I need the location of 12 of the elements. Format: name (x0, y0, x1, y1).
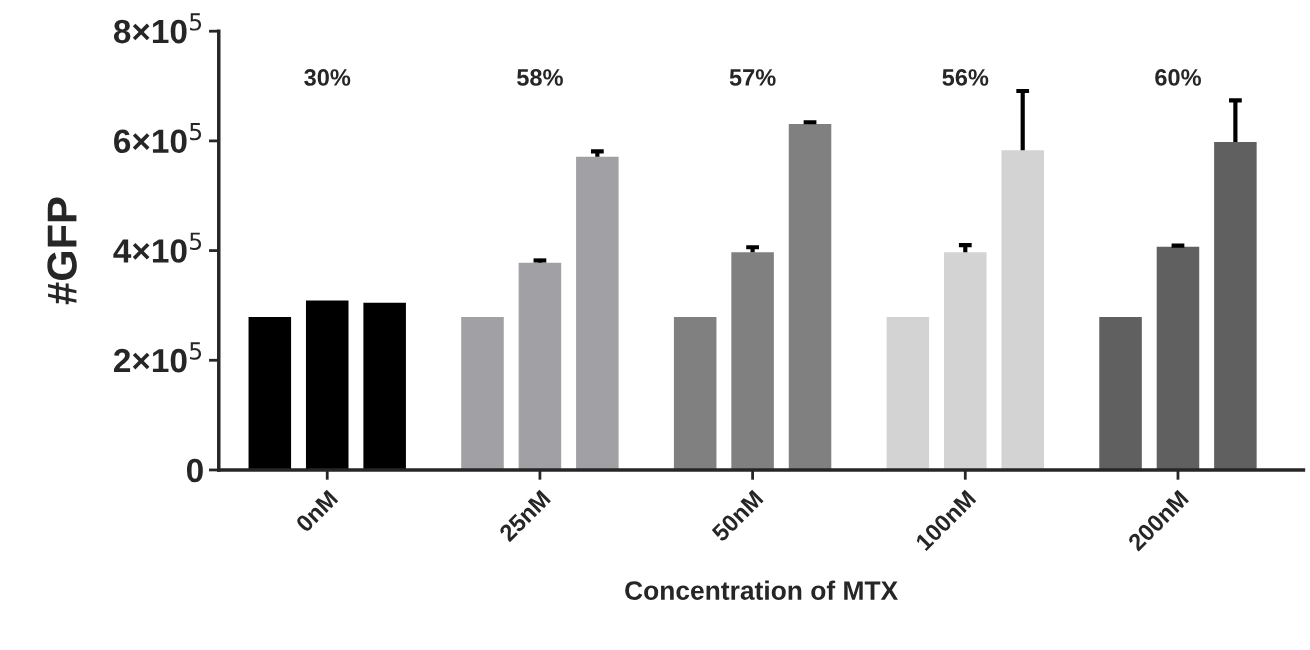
y-tick-label: 0 (186, 458, 203, 483)
y-tick-label: 4×10$^{5}$ (113, 232, 202, 263)
annotation: 57% (729, 69, 776, 86)
y-tick-label: 6×10$^{5}$ (114, 122, 202, 154)
annotation: 60% (1155, 69, 1201, 86)
x-axis-title: Concentration of MTX (625, 580, 898, 600)
annotation: 58% (517, 69, 563, 86)
y-tick-label: 2×10$^{5}$ (114, 342, 202, 373)
annotation: 30% (304, 69, 351, 86)
y-axis-title: #GFP (47, 197, 77, 305)
annotation: 56% (942, 69, 989, 86)
y-tick-label: 8×10$^{5}$ (113, 13, 202, 44)
